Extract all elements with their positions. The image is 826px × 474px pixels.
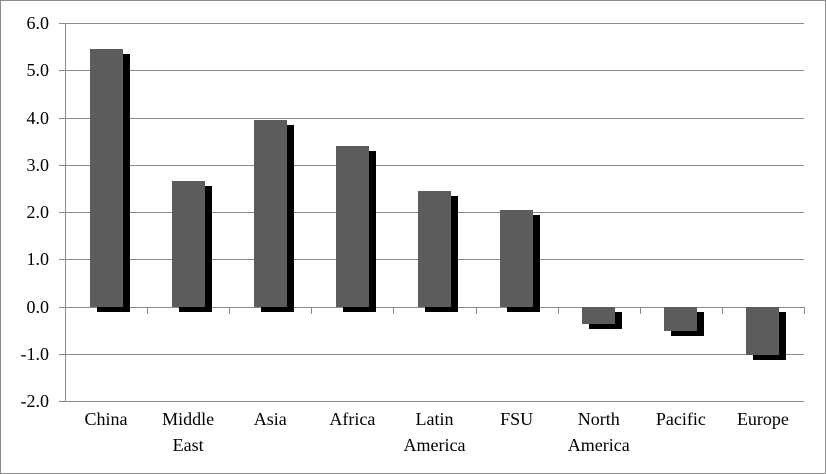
gridline--1.0 (59, 353, 804, 355)
category-tick (804, 306, 805, 314)
category-label-asia: Asia (253, 409, 287, 429)
category-tick (229, 306, 231, 314)
bar-middle-east (171, 181, 205, 308)
bar-asia (253, 119, 287, 308)
category-label-fsu: FSU (500, 409, 534, 429)
y-tick-label: 2.0 (26, 202, 50, 222)
category-tick (393, 306, 395, 314)
y-tick-label: 4.0 (26, 107, 50, 128)
category-tick (639, 306, 641, 314)
category-tick (557, 306, 559, 314)
category-tick (65, 306, 66, 314)
gridline-3.0 (59, 164, 804, 166)
gridline-4.0 (59, 117, 804, 119)
y-tick-label: 5.0 (26, 60, 50, 81)
category-label-africa: Africa (329, 409, 376, 429)
category-tick (475, 306, 477, 314)
gridline--2.0 (59, 401, 804, 402)
category-label-pacific: Pacific (655, 409, 706, 429)
category-tick (311, 306, 313, 314)
category-label-china: China (84, 409, 128, 429)
bar-fsu (500, 209, 534, 308)
gridline-6.0 (59, 23, 804, 24)
y-tick-label: 0.0 (26, 296, 50, 317)
category-tick (147, 306, 149, 314)
y-tick-label: 3.0 (26, 154, 50, 175)
bar-europe (746, 306, 780, 355)
category-label-middle-east: Middle East (162, 409, 215, 455)
category-tick (721, 306, 723, 314)
gridline-5.0 (59, 70, 804, 72)
y-axis-line (65, 23, 66, 401)
category-label-latin-america: Latin America (403, 409, 466, 455)
y-tick-label: -2.0 (20, 391, 50, 411)
category-label-north-america: North America (567, 409, 630, 455)
bar-latin-america (418, 190, 451, 308)
y-tick-label: 1.0 (26, 249, 50, 270)
bar-pacific (664, 306, 698, 332)
bar-africa (335, 145, 369, 308)
category-label-europe: Europe (736, 409, 789, 429)
bar-china (89, 48, 123, 308)
y-tick-label: -1.0 (20, 343, 50, 364)
y-tick-label: 6.0 (26, 13, 50, 33)
bar-north-america (582, 306, 616, 325)
